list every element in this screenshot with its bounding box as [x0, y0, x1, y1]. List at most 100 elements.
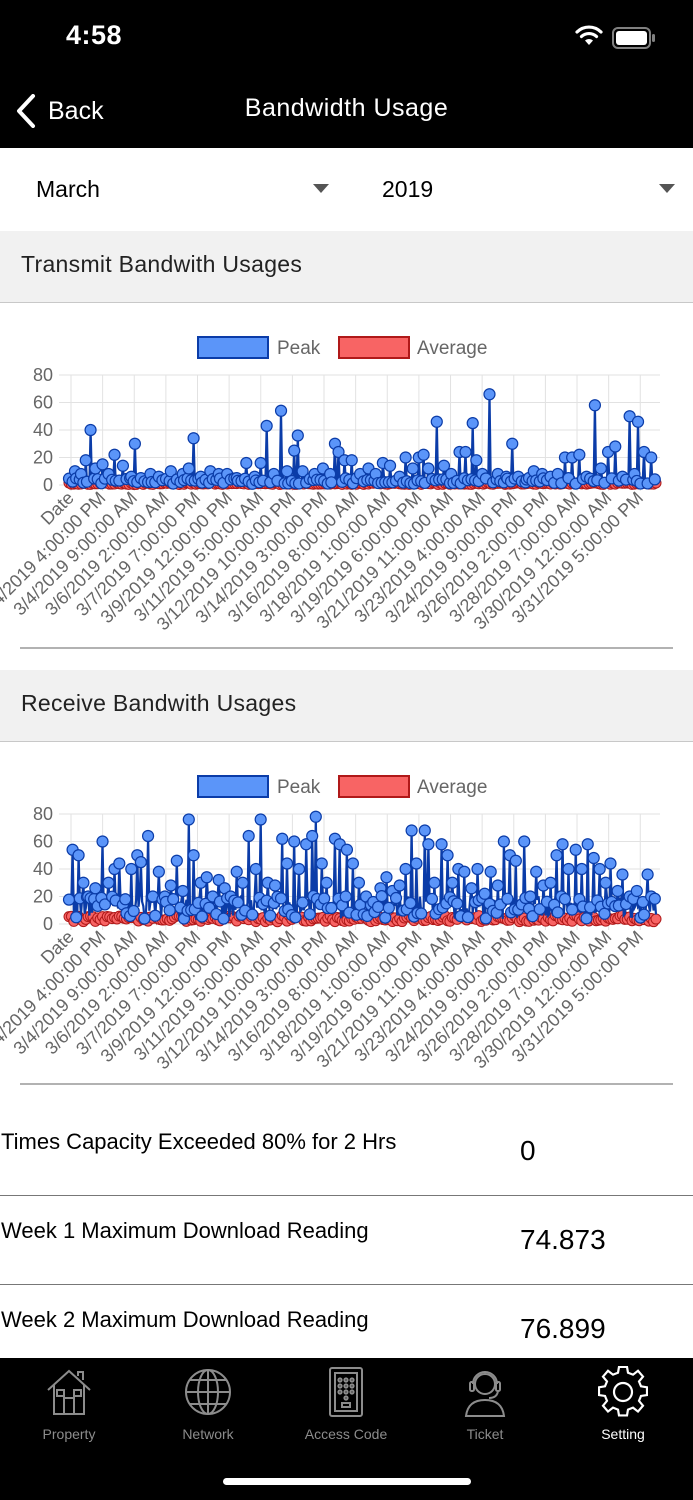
peak-point	[551, 906, 564, 919]
peak-point	[96, 458, 109, 471]
peak-point	[242, 829, 255, 843]
peak-point	[236, 876, 249, 889]
peak-point	[72, 849, 85, 862]
peak-point	[288, 835, 301, 848]
peak-point	[149, 909, 162, 922]
peak-point	[176, 884, 189, 898]
tab-access-code[interactable]: Access Code	[286, 1366, 406, 1446]
peak-point	[134, 856, 147, 869]
peak-point	[437, 459, 451, 472]
peak-point	[406, 462, 419, 475]
peak-point	[138, 912, 151, 925]
y-tick-label: 20	[33, 448, 53, 468]
peak-point	[404, 896, 417, 910]
peak-point	[187, 849, 200, 862]
tab-label: Access Code	[304, 1426, 388, 1442]
peak-point	[611, 884, 624, 898]
peak-point	[96, 835, 109, 848]
peak-point	[389, 891, 403, 905]
receive-chart: Peak Average 0 20 40 60 80 Date 3/4/2019 4:00:00…	[0, 742, 693, 1106]
peak-point	[371, 900, 385, 914]
peak-point	[458, 865, 471, 878]
peak-point	[470, 454, 483, 467]
peak-point	[566, 903, 579, 916]
peak-point	[483, 388, 496, 401]
peak-point	[422, 462, 435, 475]
tab-bar: Property Network Access Code	[0, 1358, 693, 1500]
year-picker[interactable]: 2019	[382, 148, 682, 231]
peak-point	[479, 912, 492, 925]
peak-point	[292, 862, 306, 876]
peak-point	[315, 857, 328, 870]
back-button[interactable]: Back	[16, 91, 104, 131]
peak-point	[325, 901, 338, 915]
y-tick-label: 60	[33, 832, 53, 852]
peak-point	[648, 892, 661, 905]
peak-point	[306, 829, 319, 843]
peak-point	[575, 862, 588, 876]
peak-point	[119, 893, 132, 906]
peak-point	[296, 896, 309, 909]
legend-label-average: Average	[417, 338, 487, 359]
peak-point	[422, 838, 435, 851]
peak-point	[280, 857, 294, 870]
peak-point	[526, 910, 539, 923]
peak-point	[497, 835, 510, 848]
peak-point	[77, 876, 90, 889]
tab-property[interactable]: Property	[9, 1366, 129, 1446]
peak-point	[167, 893, 180, 906]
stat-value: 74.873	[520, 1224, 606, 1255]
peak-point	[98, 898, 112, 911]
page-title: Bandwidth Usage	[244, 94, 449, 122]
peak-point	[428, 876, 441, 889]
peak-point	[466, 417, 479, 430]
peak-point	[410, 857, 423, 870]
back-label: Back	[48, 96, 104, 125]
peak-point	[141, 829, 155, 843]
stat-value: 76.899	[520, 1313, 606, 1344]
legend-label-peak: Peak	[277, 777, 321, 798]
peak-point	[562, 862, 575, 876]
peak-point	[276, 832, 289, 845]
navigation-bar: Bandwidth Usage Back	[0, 75, 693, 148]
tab-ticket[interactable]: Ticket	[425, 1366, 545, 1446]
peak-point	[296, 465, 309, 478]
month-picker[interactable]: March	[36, 148, 336, 231]
peak-point	[128, 437, 141, 450]
peak-point	[264, 909, 277, 922]
peak-point	[320, 876, 333, 889]
peak-point	[84, 423, 97, 437]
peak-point	[609, 440, 622, 453]
stat-row-capacity-exceeded: Times Capacity Exceeded 80% for 2 Hrs 0	[0, 1107, 693, 1196]
peak-point	[164, 465, 177, 478]
peak-point	[280, 465, 294, 478]
peak-point	[415, 907, 428, 920]
tab-network[interactable]: Network	[148, 1366, 268, 1446]
peak-point	[518, 835, 531, 848]
peak-point	[230, 865, 243, 878]
peak-point	[288, 444, 301, 457]
average-point	[650, 913, 662, 925]
peak-point	[478, 887, 491, 900]
peak-point	[79, 454, 92, 467]
year-picker-value: 2019	[382, 176, 434, 202]
tab-setting[interactable]: Setting	[563, 1366, 683, 1446]
series-peak-points	[62, 388, 661, 490]
peak-point	[303, 908, 316, 921]
peak-point	[465, 882, 478, 895]
y-tick-label: 80	[33, 365, 53, 385]
peak-point	[446, 876, 459, 889]
peak-point	[558, 892, 572, 906]
peak-point	[569, 843, 582, 856]
chart-legend: Peak Average	[197, 336, 487, 359]
peak-point	[556, 838, 569, 851]
transmit-section-title: Transmit Bandwith Usages	[21, 251, 303, 277]
peak-point	[509, 854, 522, 867]
peak-point	[533, 902, 546, 916]
peak-point	[246, 908, 259, 921]
stat-label: Week 2 Maximum Download Reading	[1, 1307, 369, 1332]
peak-point	[375, 890, 388, 903]
peak-point	[491, 879, 504, 892]
peak-point	[383, 459, 397, 472]
